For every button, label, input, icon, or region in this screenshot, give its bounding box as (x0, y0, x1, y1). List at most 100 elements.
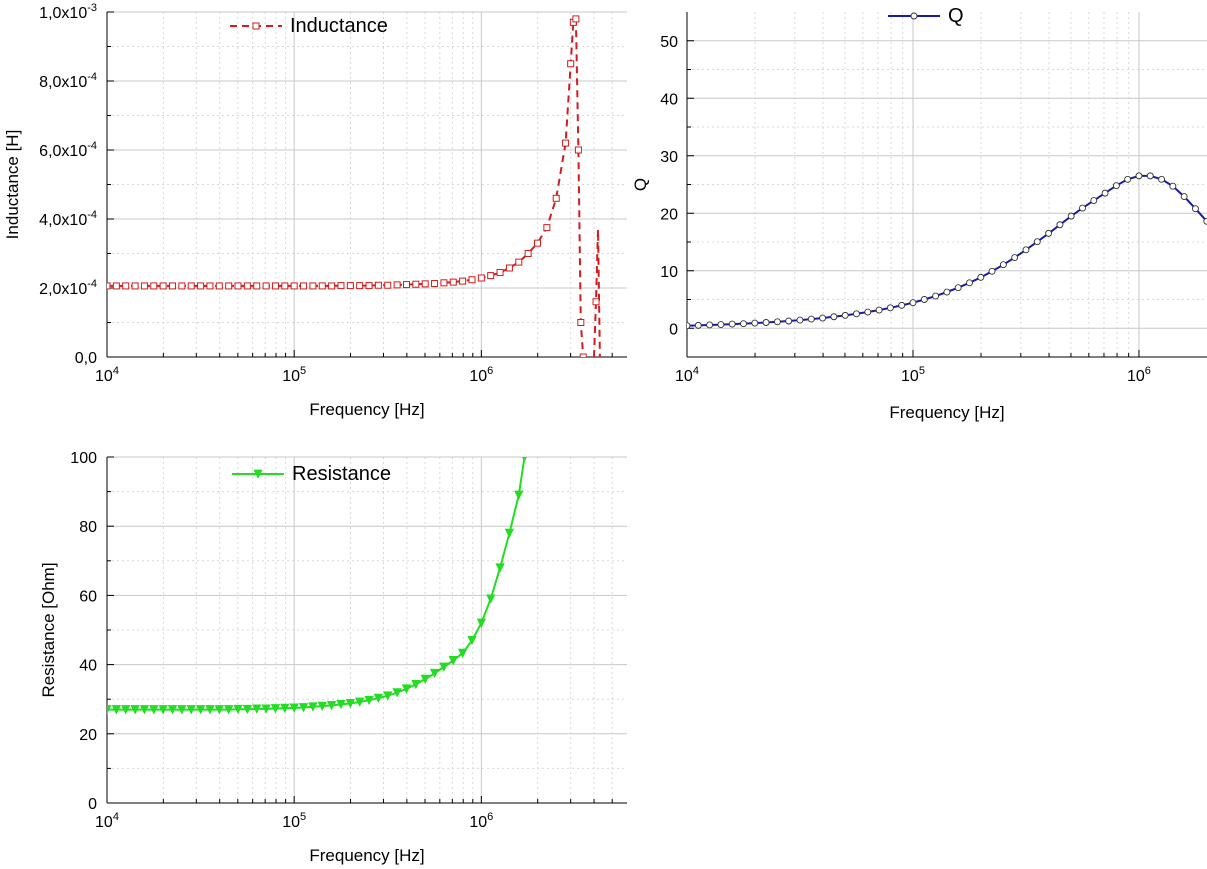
data-point-triangle (139, 705, 150, 715)
data-point-circle (1101, 189, 1109, 197)
data-point-triangle (195, 705, 206, 715)
data-point-triangle (448, 656, 458, 666)
y-axis-title: Inductance [H] (3, 130, 22, 240)
data-point-square (225, 282, 233, 290)
data-point-triangle (253, 469, 263, 479)
data-point-circle (1146, 172, 1154, 180)
data-point-square (159, 282, 167, 290)
legend: Inductance (230, 15, 388, 37)
data-point-circle (841, 311, 849, 319)
data-point-triangle (467, 635, 477, 646)
y-tick-label: 0,0 (75, 350, 97, 367)
x-axis-title: Frequency [Hz] (309, 400, 424, 419)
y-axis-title: Resistance [Ohm] (39, 562, 58, 697)
data-point-square (592, 298, 600, 306)
data-point-square (402, 281, 410, 289)
data-point-square (234, 282, 242, 290)
data-point-triangle (486, 594, 496, 604)
data-point-square (150, 282, 158, 290)
data-point-circle (875, 306, 883, 314)
x-tick-label: 106 (469, 811, 493, 831)
data-point-triangle (308, 702, 318, 712)
data-point-square (318, 282, 326, 290)
data-point-square (534, 239, 542, 247)
data-point-square (309, 282, 317, 290)
data-point-triangle (457, 648, 468, 659)
y-tick-label: 30 (660, 149, 678, 166)
data-point-triangle (392, 688, 402, 698)
y-tick-label: 4,0x10-4 (39, 209, 97, 229)
data-point-circle (740, 320, 747, 328)
data-point-triangle (111, 705, 122, 715)
data-point-square (122, 282, 130, 290)
data-point-circle (886, 304, 894, 312)
legend-label: Inductance (290, 15, 388, 37)
data-point-circle (920, 296, 928, 303)
q-factor-chart: 104 105 106 0 10 20 30 40 50 Frequency [Hz] Q Q (631, 5, 1207, 422)
data-point-circle (830, 313, 838, 321)
data-point-square (421, 280, 429, 288)
data-point-circle (1169, 182, 1177, 190)
data-point-circle (977, 273, 985, 281)
data-point-square (579, 353, 587, 357)
data-point-circle (999, 261, 1007, 269)
legend-label: Q (948, 5, 964, 27)
data-point-triangle (439, 662, 449, 672)
data-point-square (107, 282, 111, 290)
y-tick-label: 100 (70, 450, 97, 467)
data-point-square (197, 282, 205, 290)
data-point-circle (910, 12, 918, 20)
data-point-triangle (298, 703, 309, 713)
data-point-circle (1067, 212, 1075, 220)
data-point-circle (932, 292, 940, 300)
data-point-square (178, 282, 186, 290)
data-point-circle (898, 301, 906, 309)
data-point-circle (1124, 175, 1132, 183)
legend: Q (888, 5, 964, 27)
y-tick-label: 8,0x10-4 (39, 71, 97, 91)
data-point-circle (1180, 193, 1188, 201)
data-point-triangle (411, 679, 421, 690)
data-point-triangle (326, 701, 337, 711)
data-point-square (449, 278, 457, 286)
data-point-triangle (214, 705, 224, 715)
data-point-square (431, 280, 439, 288)
data-point-square (169, 282, 177, 290)
data-point-triangle (289, 703, 299, 713)
data-point-triangle (401, 684, 412, 694)
x-tick-label: 104 (95, 811, 119, 831)
data-point-triangle (336, 699, 346, 710)
data-point-square (112, 282, 120, 290)
data-point-circle (762, 319, 770, 326)
data-point-square (281, 282, 289, 290)
x-tick-label: 105 (282, 811, 306, 831)
y-tick-label: 60 (79, 588, 97, 605)
data-point-circle (694, 321, 702, 329)
data-point-circle (1056, 221, 1064, 229)
data-point-circle (988, 267, 996, 275)
data-point-triangle (420, 674, 430, 685)
x-tick-label: 106 (469, 365, 493, 385)
data-point-triangle (242, 704, 253, 715)
data-point-triangle (107, 705, 112, 715)
data-point-circle (1192, 205, 1199, 213)
data-point-triangle (355, 697, 365, 707)
y-tick-label: 40 (79, 658, 97, 675)
data-point-triangle (429, 668, 440, 679)
data-point-square (131, 282, 139, 290)
data-point-triangle (522, 457, 527, 462)
legend: Resistance (232, 463, 391, 485)
data-point-circle (966, 279, 973, 287)
y-tick-label: 20 (660, 206, 678, 223)
data-point-square (477, 274, 485, 282)
data-point-square (543, 224, 551, 232)
x-tick-label: 106 (1127, 365, 1151, 385)
x-tick-label: 105 (901, 365, 925, 385)
data-point-square (252, 22, 260, 30)
data-point-square (300, 282, 308, 290)
data-point-circle (773, 318, 781, 326)
data-point-triangle (345, 698, 355, 709)
data-point-square (468, 276, 476, 284)
data-point-triangle (261, 704, 271, 714)
data-point-square (206, 282, 214, 290)
